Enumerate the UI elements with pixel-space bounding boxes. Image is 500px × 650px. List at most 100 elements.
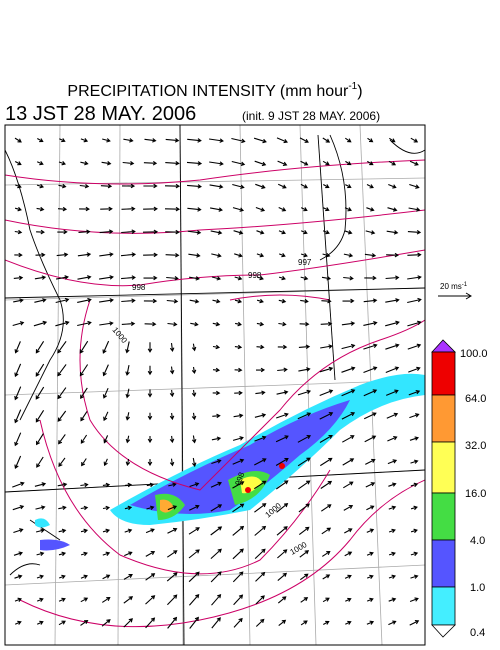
wind-arrow (211, 593, 222, 606)
wind-arrow (407, 297, 422, 304)
wind-arrow (102, 364, 109, 377)
wind-arrow (146, 505, 155, 510)
wind-arrow (255, 618, 265, 627)
wind-arrow (165, 229, 180, 235)
wind-arrow (232, 481, 245, 489)
wind-arrow (209, 207, 223, 212)
wind-arrow (79, 183, 90, 189)
wind-arrow (322, 230, 330, 235)
wind-arrow (124, 551, 133, 557)
wind-arrow (143, 160, 158, 166)
wind-arrow (255, 595, 265, 605)
wind-arrow (407, 252, 422, 258)
wind-arrow (345, 184, 352, 189)
wind-arrow (212, 344, 221, 350)
wind-arrow (102, 528, 111, 534)
wind-arrow (14, 432, 22, 447)
wind-arrow (147, 436, 153, 444)
wind-arrow (13, 275, 24, 281)
wind-arrow (57, 364, 67, 377)
wind-arrow (277, 183, 287, 189)
wind-arrow (232, 548, 244, 560)
wind-arrow (211, 276, 222, 281)
wind-arrow (387, 459, 398, 465)
wind-arrow (169, 458, 175, 467)
wind-arrow (320, 504, 332, 512)
wind-arrow (232, 571, 244, 583)
wind-arrow (341, 321, 356, 326)
vector-scale-text: 20 ms (440, 282, 462, 291)
wind-arrow (298, 526, 310, 536)
wind-arrow (299, 573, 309, 581)
wind-arrow (57, 206, 68, 212)
isobars (5, 159, 425, 628)
wind-arrow (409, 436, 420, 441)
wind-arrow (33, 320, 48, 327)
wind-arrow (276, 503, 289, 513)
wind-arrow (256, 253, 265, 258)
wind-arrow (385, 298, 400, 303)
wind-arrow (143, 183, 158, 189)
wind-arrow (121, 275, 136, 280)
wind-arrow (58, 620, 66, 626)
wind-arrow (234, 390, 243, 396)
wind-arrow (191, 435, 197, 444)
wind-arrow (191, 389, 197, 398)
wind-arrow (408, 389, 421, 396)
wind-arrow (322, 551, 331, 557)
wind-arrow (343, 275, 354, 281)
wind-arrow (388, 574, 397, 580)
wind-arrow (169, 412, 175, 421)
wind-arrow (297, 389, 312, 396)
wind-arrow (14, 409, 22, 424)
wind-arrow (191, 366, 197, 375)
wind-arrow (189, 276, 200, 281)
wind-arrow (80, 138, 89, 143)
wind-arrow (297, 457, 311, 467)
wind-arrow (99, 321, 114, 326)
wind-arrow (385, 275, 400, 280)
wind-arrow (300, 183, 309, 189)
wind-arrow (147, 342, 153, 353)
wind-arrow (210, 526, 223, 536)
wind-arrow (103, 435, 109, 444)
wind-arrow (145, 595, 156, 605)
wind-arrow (36, 206, 45, 212)
wind-arrow (209, 184, 224, 189)
wind-arrow (365, 230, 376, 235)
wind-arrow (344, 137, 352, 143)
vector-scale-head (465, 292, 472, 300)
wind-arrow (102, 574, 111, 580)
wind-arrow (188, 549, 200, 559)
wind-arrow (34, 275, 47, 280)
wind-arrow (322, 137, 331, 143)
wind-arrow (300, 597, 309, 603)
wind-arrow (77, 252, 92, 257)
isobar-label: 998 (248, 271, 262, 280)
wind-arrow (343, 481, 354, 489)
wind-arrow (364, 275, 377, 281)
wind-arrow (211, 459, 222, 465)
wind-arrow (124, 482, 133, 488)
colorbar-label: 0.4 (470, 627, 485, 639)
wind-arrow (166, 298, 179, 304)
wind-arrow (344, 528, 353, 534)
wind-arrow (80, 505, 89, 511)
wind-arrow (164, 183, 181, 189)
wind-arrow (36, 620, 44, 625)
wind-arrow (275, 480, 289, 490)
wind-arrow (233, 594, 244, 606)
wind-arrow (125, 435, 131, 444)
wind-arrow (367, 137, 374, 143)
wind-arrow (253, 137, 267, 144)
wind-arrow (278, 275, 286, 281)
wind-arrow (407, 229, 422, 235)
wind-arrow (80, 619, 89, 626)
wind-arrow (80, 551, 88, 557)
wind-arrow (254, 413, 267, 418)
wind-arrow (323, 620, 330, 625)
wind-arrow (278, 619, 287, 627)
wind-arrow (37, 138, 44, 143)
wind-arrow (256, 298, 264, 304)
wind-arrow (124, 528, 133, 533)
